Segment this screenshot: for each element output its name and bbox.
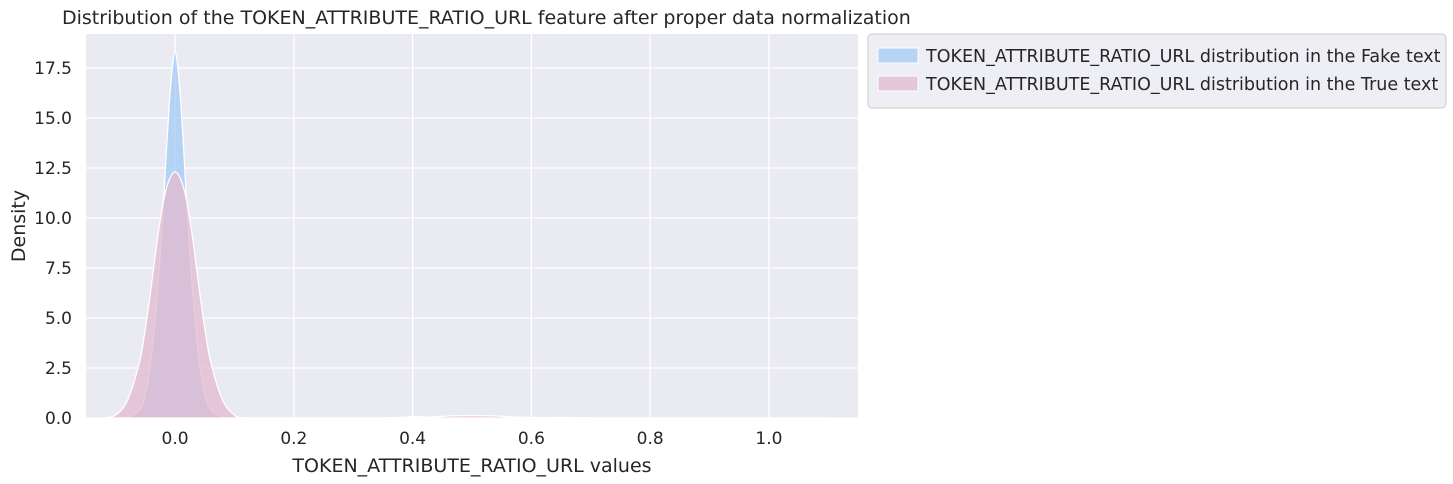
density-area-series-2 — [103, 171, 829, 419]
y-tick-label: 7.5 — [45, 259, 72, 279]
y-tick-label: 2.5 — [45, 359, 72, 379]
x-tick-label: 0.8 — [637, 429, 664, 449]
x-tick-label: 0.4 — [399, 429, 426, 449]
plot-background — [86, 34, 858, 418]
x-axis-label: TOKEN_ATTRIBUTE_RATIO_URL values — [291, 455, 651, 477]
x-axis-ticks: 0.0 0.2 0.4 0.6 0.8 1.0 — [162, 429, 783, 449]
y-tick-label: 15.0 — [34, 109, 72, 129]
y-tick-label: 10.0 — [34, 209, 72, 229]
legend-swatch — [877, 47, 919, 64]
legend-entry: TOKEN_ATTRIBUTE_RATIO_URL distribution i… — [925, 75, 1438, 95]
legend-entry: TOKEN_ATTRIBUTE_RATIO_URL distribution i… — [925, 47, 1441, 67]
y-tick-label: 17.5 — [34, 59, 72, 79]
y-tick-label: 5.0 — [45, 309, 72, 329]
x-tick-label: 0.0 — [162, 429, 189, 449]
y-tick-label: 0.0 — [45, 409, 72, 429]
density-areas — [103, 51, 829, 419]
legend-frame — [867, 33, 1447, 109]
y-axis-label: Density — [8, 190, 30, 262]
legend: TOKEN_ATTRIBUTE_RATIO_URL distribution i… — [867, 33, 1447, 109]
x-tick-label: 0.6 — [518, 429, 545, 449]
y-axis-ticks: 0.0 2.5 5.0 7.5 10.0 12.5 15.0 17.5 — [34, 59, 72, 429]
legend-swatch — [877, 75, 919, 92]
y-tick-label: 12.5 — [34, 159, 72, 179]
chart-title: Distribution of the TOKEN_ATTRIBUTE_RATI… — [62, 7, 911, 29]
x-tick-label: 1.0 — [755, 429, 782, 449]
x-tick-label: 0.2 — [280, 429, 307, 449]
